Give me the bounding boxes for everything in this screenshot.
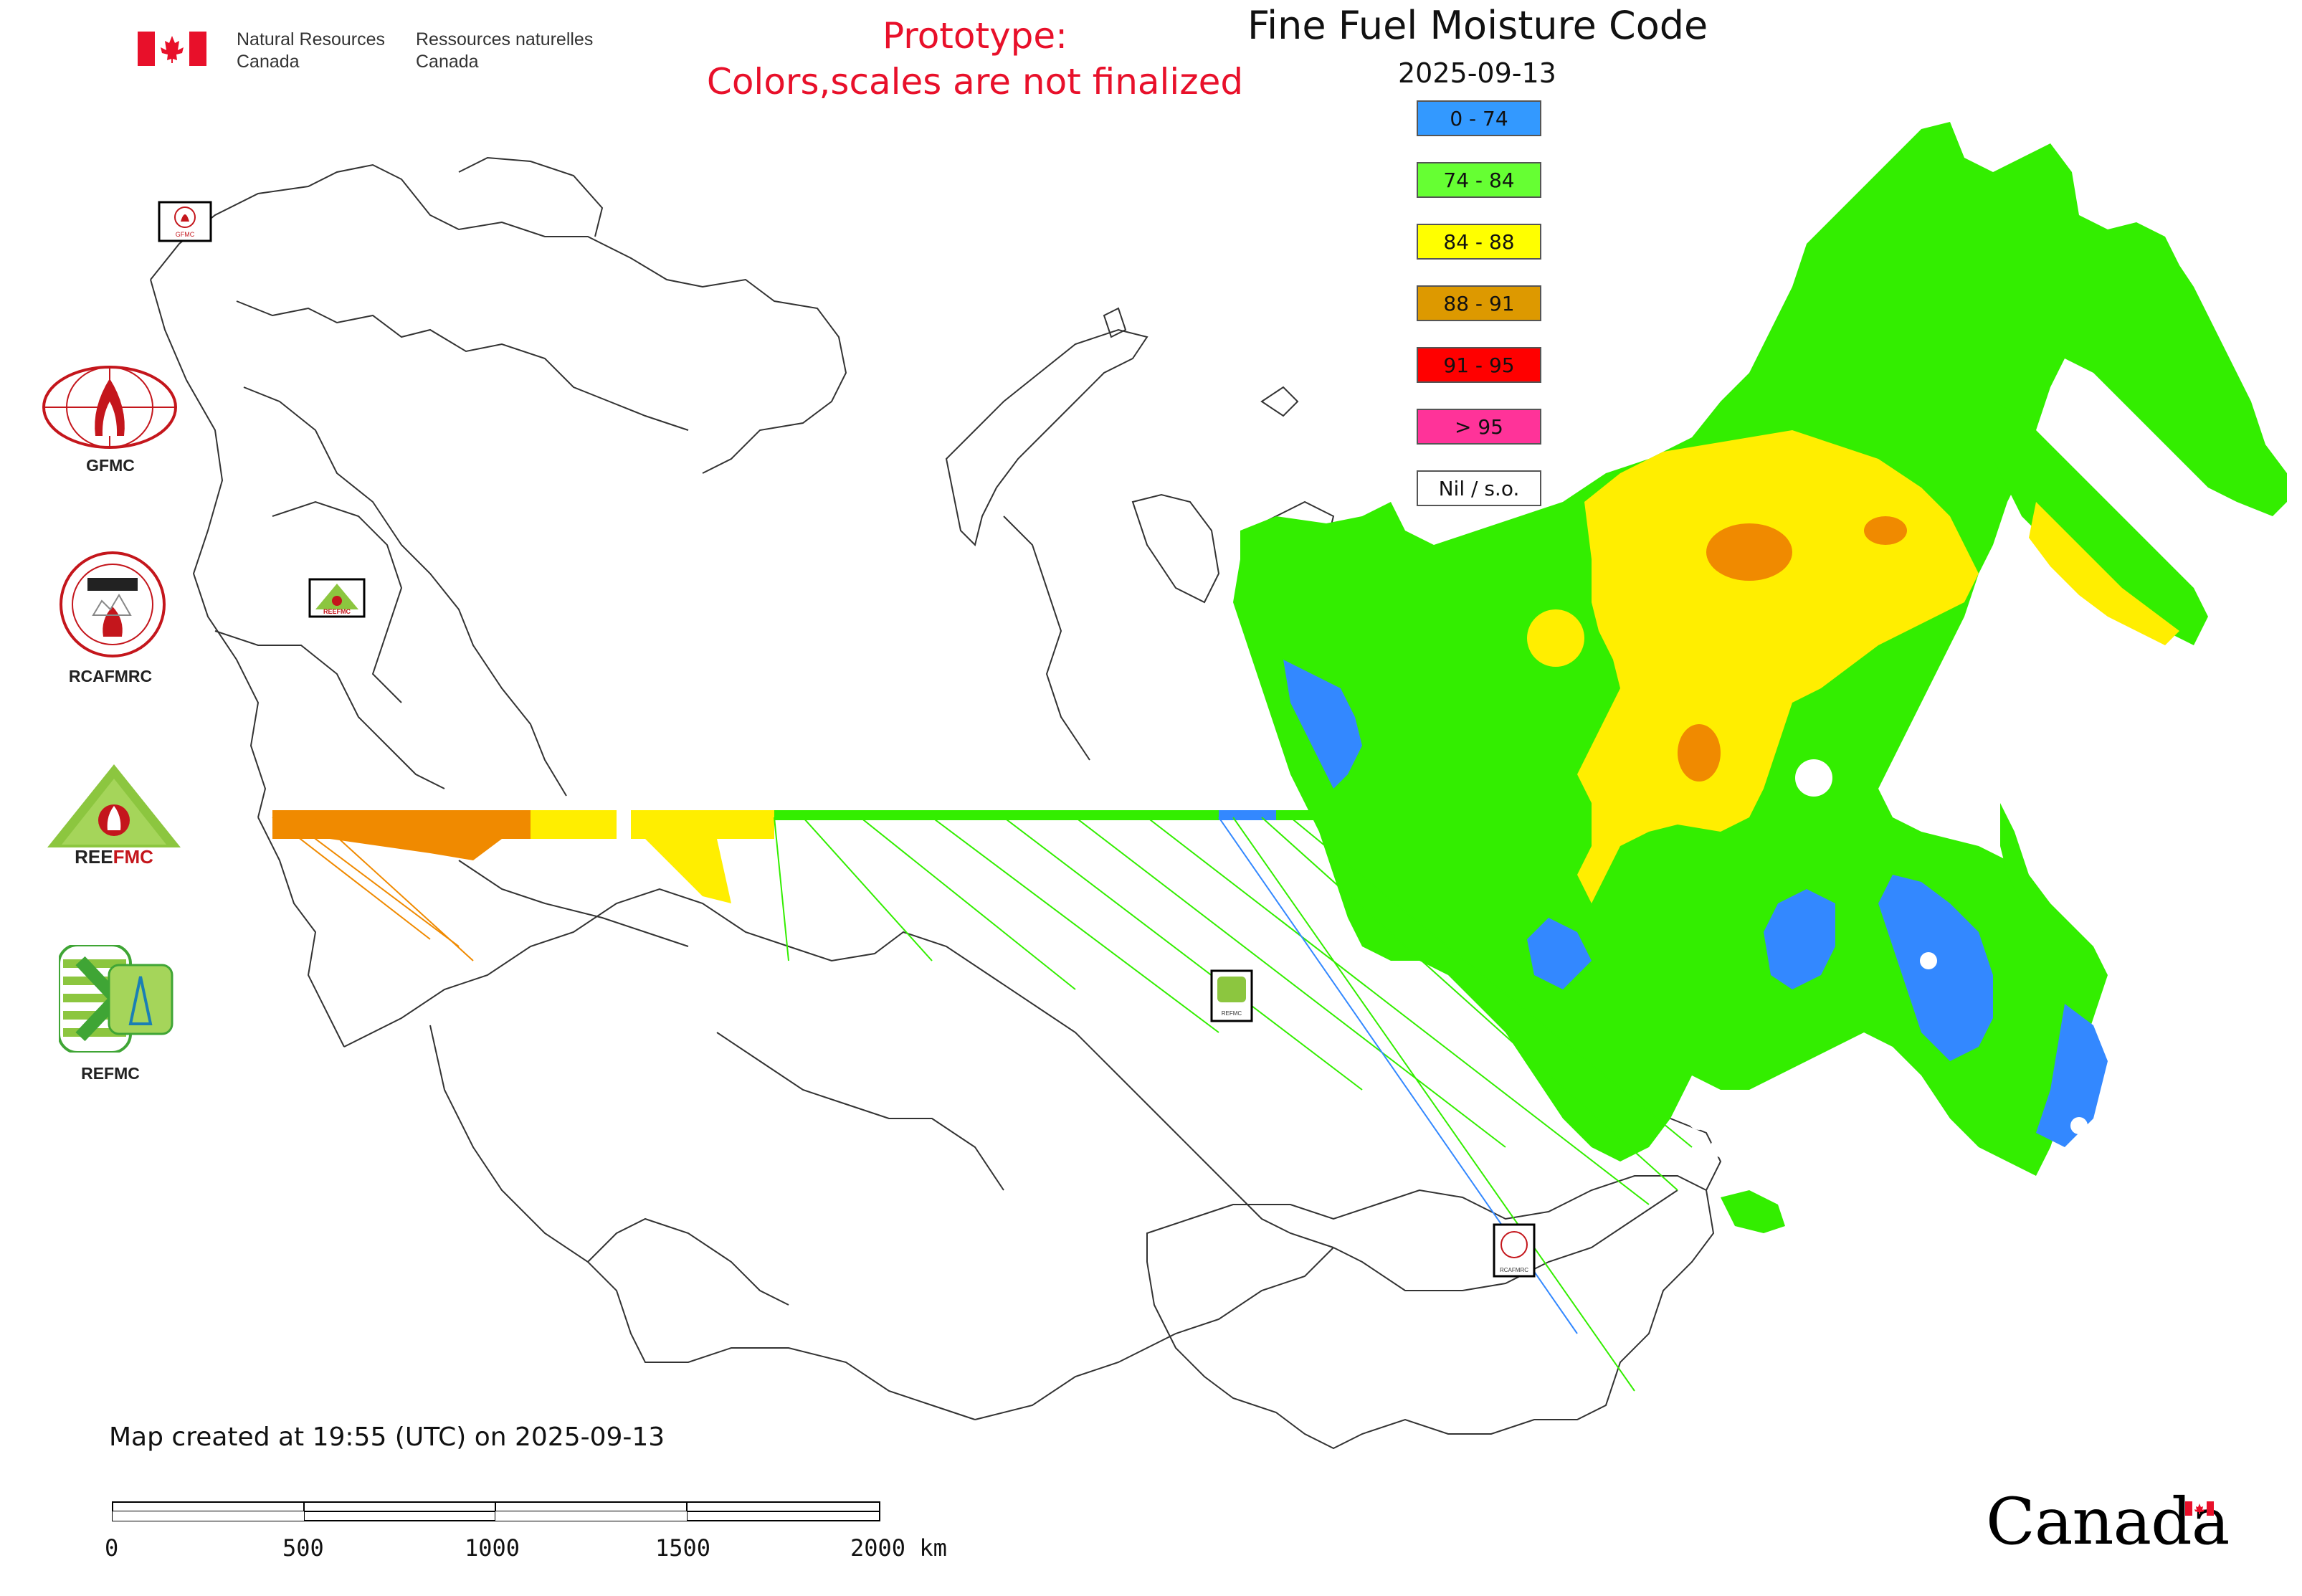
outline-region-3 [272,500,403,703]
outline-islet-1 [1103,307,1127,338]
outline-altai [1032,1003,1334,1248]
station-marker-reefmc[interactable]: REEFMC [308,578,366,618]
rcafmrc-label: RCAFMRC [68,667,153,685]
gov-name-fr: Ressources naturelles Canada [416,29,594,72]
svg-text:GFMC: GFMC [176,231,195,238]
legend-item-0-74: 0 - 74 [1417,100,1541,136]
prototype-notice: Prototype: Colors,scales are not finaliz… [706,15,1244,103]
gfmc-logo-icon [42,364,178,450]
outline-north-coast [150,163,847,474]
scale-label-1000: 1000 [465,1534,520,1562]
outline-kazakh-south [429,1025,976,1420]
station-marker-refmc[interactable]: REFMC [1210,969,1253,1022]
canada-wordmark: Canada [1986,1484,2230,1559]
streak-artifacts [272,817,1693,1392]
legend-item-84-88: 84 - 88 [1417,224,1541,260]
outline-mongolia [1146,1175,1715,1450]
scale-bar [112,1501,880,1523]
canada-flag-icon [138,32,206,66]
map-title: Fine Fuel Moisture Code [1247,3,1708,48]
legend-label: 74 - 84 [1443,168,1515,192]
ffmc-data-layer [272,122,2287,1233]
outline-region-2 [243,386,567,797]
gfmc-label: GFMC [86,456,135,475]
svg-text:REEFMC: REEFMC [323,608,351,615]
outline-southwest [257,817,345,1048]
outline-islet-2 [1260,386,1299,417]
outline-kola [458,156,604,237]
legend-label: > 95 [1455,414,1503,439]
scale-label-0: 0 [105,1534,119,1562]
legend-label: 84 - 88 [1443,229,1515,254]
legend-label: 88 - 91 [1443,291,1515,315]
legend-label: 0 - 74 [1450,106,1508,130]
legend-item-nil: Nil / s.o. [1417,470,1541,506]
legend-item-91-95: 91 - 95 [1417,347,1541,383]
station-marker-rcafmrc[interactable]: RCAFMRC [1493,1223,1536,1278]
refmc-logo-icon [57,944,173,1054]
outline-russia-mongolia [1333,1189,1678,1291]
legend-item-74-84: 74 - 84 [1417,162,1541,198]
outline-kazakh-north [343,888,1033,1048]
reefmc-logo-icon: REEFMC [37,761,191,869]
outline-region-1 [236,300,689,431]
svg-text:REEFMC: REEFMC [75,846,153,868]
scale-label-2000: 2000 km [850,1534,947,1562]
outline-central-asia [974,1247,1334,1420]
svg-text:RCAFMRC: RCAFMRC [1500,1267,1528,1273]
wordmark-flag-icon [2185,1501,2214,1516]
outline-yamal [1131,493,1220,604]
map-created-text: Map created at 19:55 (UTC) on 2025-09-13 [109,1422,665,1452]
legend-label: Nil / s.o. [1438,476,1520,500]
outline-west-border [150,279,267,818]
outline-novaya-zemlya [945,328,1148,546]
legend-item-88-91: 88 - 91 [1417,285,1541,321]
svg-text:REFMC: REFMC [1222,1010,1242,1017]
gov-name-en: Natural Resources Canada [237,29,386,72]
outline-aral [587,1217,789,1306]
scale-label-500: 500 [282,1534,324,1562]
legend-label: 91 - 95 [1443,353,1515,377]
outline-kazakh-internal [716,1032,1004,1191]
legend-item-gt-95: > 95 [1417,409,1541,445]
scale-label-1500: 1500 [655,1534,711,1562]
outline-region-4 [214,630,445,789]
station-markers: GFMC REEFMC REFMC RCAFMRC [158,201,1536,1278]
outline-region-5 [458,860,689,947]
rcafmrc-logo-icon [59,551,166,658]
map-date: 2025-09-13 [1398,57,1556,89]
refmc-label: REFMC [81,1064,140,1083]
station-marker-gfmc[interactable]: GFMC [158,201,212,242]
outline-ural-river [1003,516,1090,761]
